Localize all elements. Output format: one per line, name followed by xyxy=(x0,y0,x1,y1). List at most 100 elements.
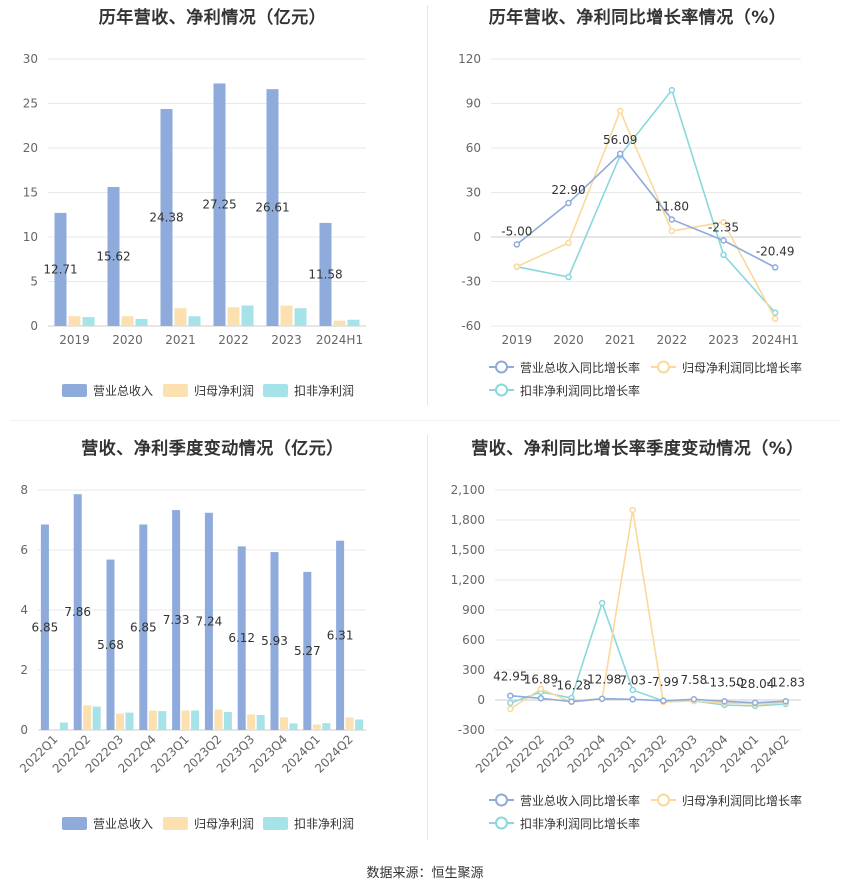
y-tick-label: 10 xyxy=(23,230,38,244)
y-tick-label: 2 xyxy=(20,663,28,677)
y-tick-label: 15 xyxy=(23,186,38,200)
data-label: 22.90 xyxy=(551,183,585,197)
y-tick-label: 1,500 xyxy=(451,543,485,557)
x-tick-label: 2021 xyxy=(605,333,636,347)
legend-label: 营业总收入 xyxy=(93,817,153,831)
data-label: 12.71 xyxy=(43,262,77,276)
annual-growth-rate-panel: 历年营收、净利同比增长率情况（%） -60 -30 0 30 60 90 120 2019 20… xyxy=(425,0,850,415)
bar-deducted-net-profit xyxy=(188,316,201,326)
y-tick-label: 90 xyxy=(466,97,481,111)
y-tick-label: 8 xyxy=(20,483,28,497)
annual-growth-rate-chart: -60 -30 0 30 60 90 120 2019 2020 2021 2022 2023 2024… xyxy=(458,52,802,398)
chart-title: 历年营收、净利情况（亿元） xyxy=(98,8,327,28)
data-label: -20.49 xyxy=(756,244,795,258)
bar-revenue xyxy=(270,552,279,730)
data-point xyxy=(668,216,676,223)
y-tick-label: 900 xyxy=(462,603,485,617)
data-source: 数据来源：恒生聚源 xyxy=(366,866,484,881)
chart-title: 营收、净利季度变动情况（亿元） xyxy=(81,439,344,459)
legend-label: 扣非净利润 xyxy=(294,817,354,831)
data-label: 26.61 xyxy=(255,201,289,215)
data-point xyxy=(629,696,636,703)
data-point xyxy=(507,705,514,713)
y-tick-label: 30 xyxy=(466,186,481,200)
legend-label: 归母净利润同比增长率 xyxy=(682,793,802,808)
data-point xyxy=(771,315,779,322)
data-point xyxy=(616,150,624,158)
data-point xyxy=(629,506,636,514)
bar-deducted-net-profit xyxy=(125,712,134,730)
y-tick-label: 60 xyxy=(466,141,481,155)
horizontal-divider xyxy=(10,420,840,421)
bar-revenue xyxy=(266,89,279,327)
y-tick-label: 6 xyxy=(20,543,28,557)
data-label: 6.12 xyxy=(228,631,255,645)
quarterly-growth-rate-panel: 营收、净利同比增长率季度变动情况（%） -300 0 300 600 900 1,200 1… xyxy=(425,425,850,845)
series-line-revenue xyxy=(516,152,776,269)
data-label: 15.62 xyxy=(96,249,130,263)
bar-parent-net-profit xyxy=(280,305,293,326)
data-point xyxy=(751,699,759,707)
data-point xyxy=(720,251,727,259)
data-label: 16.89 xyxy=(524,672,558,686)
data-point xyxy=(720,237,727,244)
data-point xyxy=(616,107,624,115)
y-tick-label: 1,800 xyxy=(451,513,485,527)
data-point xyxy=(782,698,789,705)
bar-revenue xyxy=(336,540,345,730)
y-tick-label: 1,200 xyxy=(451,573,485,587)
bar-revenue xyxy=(54,212,67,326)
x-tick-label: 2019 xyxy=(502,333,533,347)
chart-title: 营收、净利同比增长率季度变动情况（%） xyxy=(471,439,804,459)
bar-parent-net-profit xyxy=(121,316,134,326)
bar-deducted-net-profit xyxy=(347,319,360,326)
bar-deducted-net-profit xyxy=(355,719,364,730)
bar-parent-net-profit xyxy=(247,714,256,730)
data-label: -28.04 xyxy=(736,677,775,691)
data-point xyxy=(565,199,572,207)
legend-label: 归母净利润 xyxy=(194,384,254,398)
bar-parent-net-profit xyxy=(116,713,124,730)
y-tick-label: 120 xyxy=(458,52,481,66)
legend-marker xyxy=(657,360,670,374)
vertical-divider-bottom xyxy=(427,435,428,840)
data-point xyxy=(771,264,779,271)
legend-swatch xyxy=(163,384,188,397)
data-label: -13.50 xyxy=(705,675,744,689)
data-point xyxy=(668,227,676,235)
data-point xyxy=(568,698,575,705)
bar-parent-net-profit xyxy=(68,316,81,326)
bar-revenue xyxy=(106,559,115,730)
y-tick-label: 4 xyxy=(20,603,28,617)
data-point xyxy=(513,263,521,270)
data-point xyxy=(720,218,727,226)
data-label: 56.09 xyxy=(603,133,637,147)
data-point xyxy=(668,86,676,94)
quarterly-revenue-profit-panel: 营收、净利季度变动情况（亿元） 0 2 4 6 8 2022Q1 2022Q2 2022Q3 2… xyxy=(0,425,425,845)
data-point xyxy=(565,273,572,281)
x-tick-label: 2023 xyxy=(271,333,302,347)
bar-revenue xyxy=(40,524,49,730)
legend-swatch xyxy=(62,384,87,397)
data-label: 11.80 xyxy=(655,199,689,213)
y-tick-label: 25 xyxy=(23,97,38,111)
data-label: 7.03 xyxy=(619,673,646,687)
x-tick-label: 2020 xyxy=(112,333,143,347)
legend-marker xyxy=(495,793,508,807)
bar-revenue xyxy=(303,571,312,730)
bar-revenue xyxy=(160,109,173,326)
legend-label: 扣非净利润同比增长率 xyxy=(520,816,640,831)
x-tick-label: 2020 xyxy=(553,333,584,347)
data-point xyxy=(537,695,545,702)
bar-parent-net-profit xyxy=(345,717,354,730)
bar-deducted-net-profit xyxy=(82,317,95,326)
y-tick-label: 30 xyxy=(23,52,38,66)
bar-deducted-net-profit xyxy=(256,715,265,730)
annual-revenue-profit-panel: 历年营收、净利情况（亿元） 0 5 10 15 20 25 30 2019 2020 2021 20… xyxy=(0,0,425,415)
legend-marker xyxy=(495,383,508,397)
bar-deducted-net-profit xyxy=(322,723,331,730)
data-label: -5.00 xyxy=(501,224,532,238)
data-label: -16.28 xyxy=(552,679,591,693)
data-point xyxy=(598,599,606,607)
legend-marker xyxy=(657,793,670,807)
